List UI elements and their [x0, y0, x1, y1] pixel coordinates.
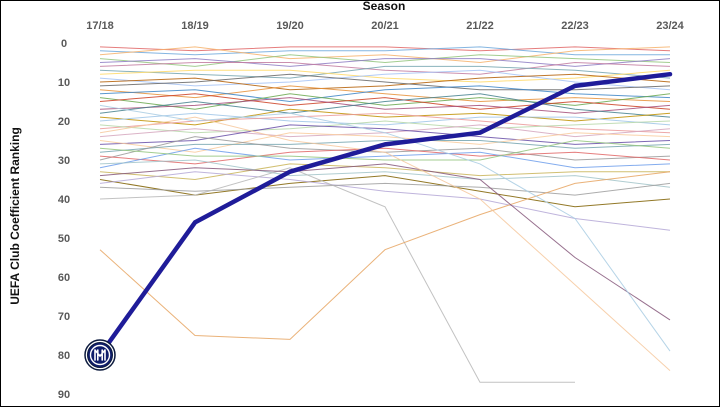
x-tick-label: 17/18 — [86, 20, 114, 32]
club-line — [99, 108, 671, 126]
y-tick-label: 10 — [58, 77, 70, 89]
club-line — [99, 116, 671, 371]
club-line — [99, 163, 671, 321]
club-line — [99, 139, 671, 161]
club-line — [99, 58, 671, 67]
x-tick-label: 22/23 — [561, 20, 589, 32]
club-line — [99, 85, 671, 103]
club-line — [99, 163, 670, 181]
club-line — [99, 159, 671, 188]
club-line — [99, 73, 671, 91]
y-tick-label: 90 — [58, 389, 70, 401]
club-line — [99, 69, 671, 83]
y-tick-label: 80 — [58, 350, 70, 362]
club-line — [99, 171, 671, 340]
club-line — [99, 46, 671, 64]
y-tick-label: 0 — [61, 38, 67, 50]
club-line — [99, 120, 671, 134]
inter-logo-icon — [84, 339, 116, 371]
club-line — [99, 54, 671, 67]
club-line — [99, 93, 671, 110]
y-tick-label: 20 — [58, 116, 70, 128]
club-series — [99, 46, 671, 383]
x-tick-label: 19/20 — [276, 20, 304, 32]
club-line — [99, 132, 671, 153]
club-line — [99, 147, 671, 169]
y-tick-label: 40 — [58, 194, 70, 206]
club-line — [99, 85, 671, 103]
y-axis-title: UEFA Club Coefficient Ranking — [8, 127, 22, 305]
club-line — [99, 46, 671, 52]
x-axis-title: Season — [363, 0, 406, 13]
club-line — [99, 124, 671, 138]
y-tick-labels: 0 10 20 30 40 50 60 70 80 90 — [58, 38, 70, 401]
club-line — [99, 93, 671, 110]
highlight-series — [84, 71, 673, 371]
x-tick-label: 23/24 — [656, 20, 684, 32]
club-line — [99, 69, 671, 91]
club-line — [99, 182, 671, 196]
x-tick-label: 20/21 — [371, 20, 399, 32]
highlight-line — [97, 71, 673, 358]
club-line — [99, 46, 670, 56]
y-tick-label: 60 — [58, 272, 70, 284]
club-line — [99, 73, 671, 91]
y-tick-label: 50 — [58, 233, 70, 245]
club-line — [99, 147, 671, 165]
club-line — [99, 104, 671, 352]
club-line — [99, 65, 671, 79]
y-tick-label: 30 — [58, 155, 70, 167]
y-tick-label: 70 — [58, 311, 70, 323]
club-line — [99, 112, 671, 126]
club-line — [99, 124, 671, 145]
club-line — [99, 93, 671, 118]
club-line — [99, 171, 671, 231]
x-tick-label: 21/22 — [466, 20, 494, 32]
club-line — [99, 140, 671, 153]
x-tick-labels: 17/18 18/19 19/20 20/21 21/22 22/23 23/24 — [86, 20, 684, 32]
club-line — [99, 97, 671, 114]
club-line — [99, 167, 575, 383]
club-line — [99, 61, 671, 75]
x-tick-label: 18/19 — [181, 20, 209, 32]
